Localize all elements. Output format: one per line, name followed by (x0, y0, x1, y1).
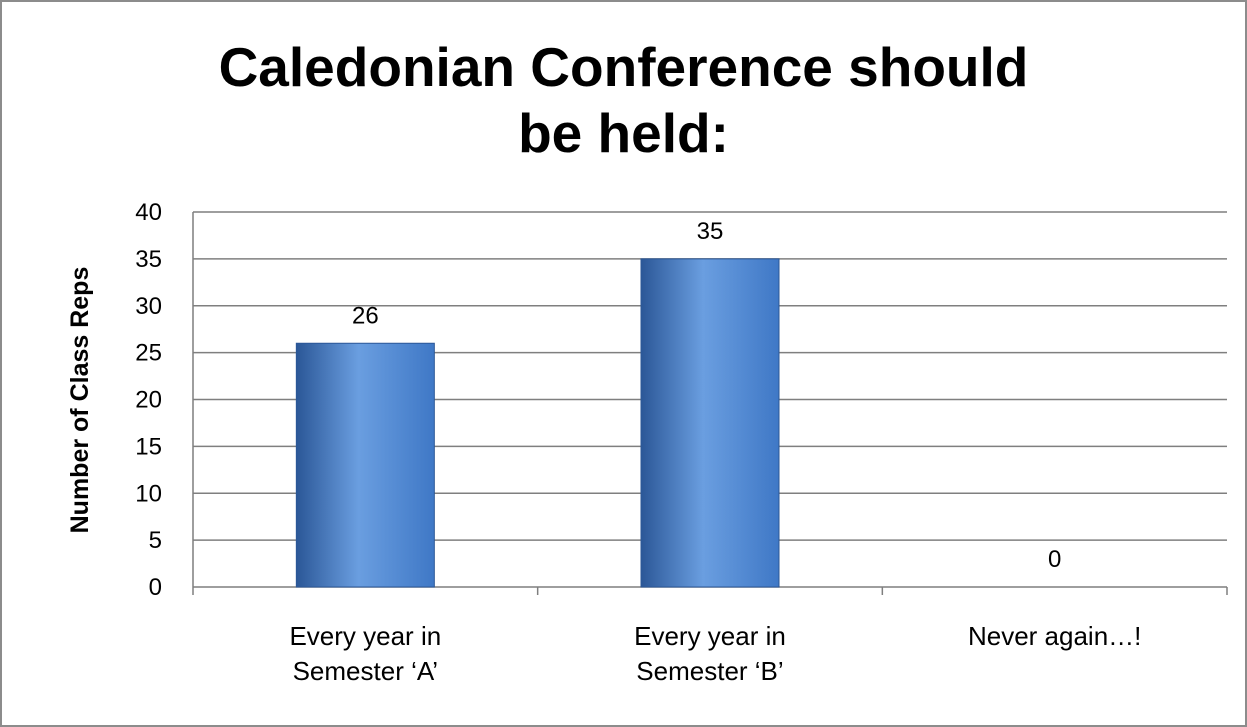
x-axis-categories: Every year in Semester ‘A’ Every year in Se… (289, 621, 1141, 686)
data-labels: 26 35 0 (352, 218, 1061, 573)
y-tick-label: 30 (135, 293, 162, 320)
y-tick-label: 10 (135, 480, 162, 507)
y-tick-label: 25 (135, 340, 162, 367)
y-tick-label: 0 (149, 574, 162, 601)
bar (295, 342, 435, 588)
bar-data-label: 0 (1048, 546, 1061, 573)
y-axis-ticks: 0 5 10 15 20 25 30 35 40 (135, 199, 162, 601)
chart-title: Caledonian Conference should be held: (218, 36, 1029, 164)
y-axis-title: Number of Class Reps (66, 267, 94, 534)
y-tick-label: 20 (135, 387, 162, 414)
bar-data-label: 26 (352, 302, 379, 329)
y-tick-label: 40 (135, 199, 162, 226)
x-category-label: Never again…! (968, 621, 1141, 651)
y-tick-label: 15 (135, 433, 162, 460)
bars (295, 258, 780, 588)
y-tick-label: 35 (135, 246, 162, 273)
x-category-label: Every year in Semester ‘A’ (289, 621, 441, 686)
bar-data-label: 35 (697, 218, 724, 245)
bar (640, 258, 780, 588)
y-tick-label: 5 (149, 527, 162, 554)
x-category-label: Every year in Semester ‘B’ (634, 621, 786, 686)
